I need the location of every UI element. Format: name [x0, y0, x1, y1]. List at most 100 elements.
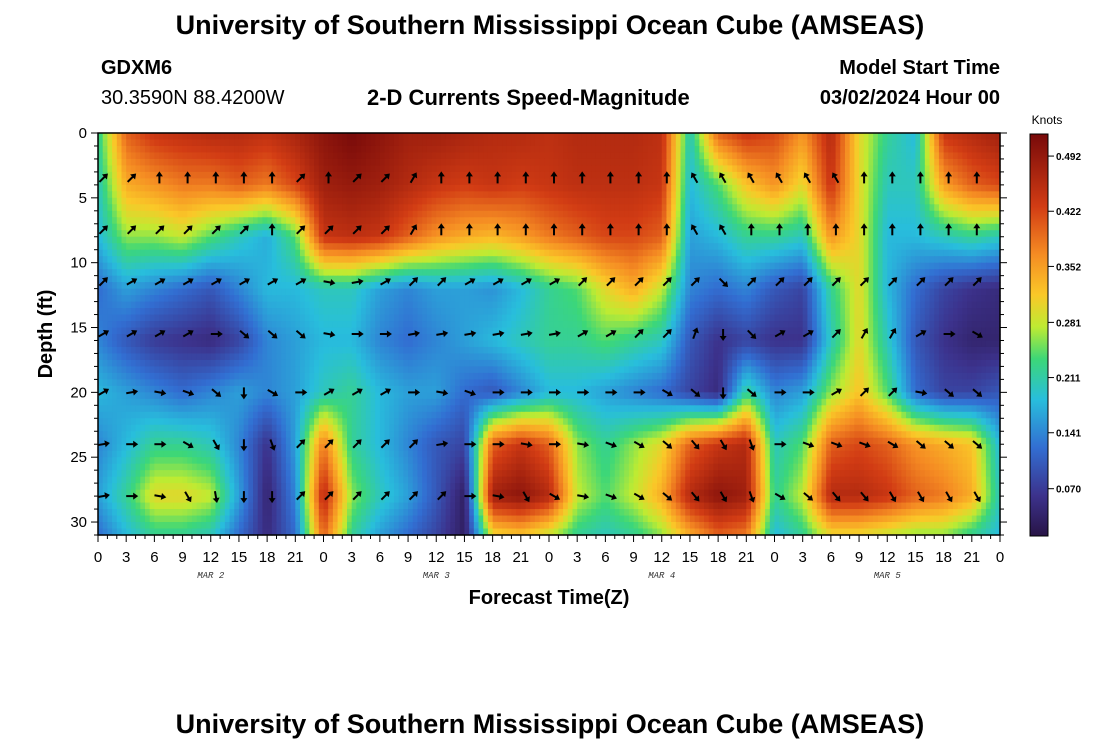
- heatmap-cell: [873, 223, 879, 231]
- heatmap-cell: [337, 275, 343, 283]
- heatmap-cell: [346, 288, 353, 296]
- heatmap-cell: [924, 204, 931, 212]
- heatmap-cell: [741, 249, 747, 257]
- heatmap-cell: [727, 133, 733, 141]
- heatmap-cell: [558, 236, 564, 244]
- heatmap-cell: [736, 217, 743, 225]
- heatmap-cell: [722, 256, 729, 264]
- heatmap-cell: [943, 165, 949, 173]
- heatmap-cell: [478, 243, 484, 251]
- heatmap-cell: [736, 184, 743, 192]
- heatmap-cell: [332, 269, 339, 277]
- heatmap-cell: [516, 210, 522, 218]
- heatmap-cell: [948, 158, 954, 167]
- heatmap-cell: [760, 145, 766, 154]
- heatmap-cell: [572, 243, 578, 251]
- heatmap-cell: [201, 178, 207, 186]
- heatmap-cell: [379, 275, 386, 283]
- heatmap-cell: [393, 165, 400, 173]
- heatmap-cell: [290, 158, 296, 167]
- heatmap-cell: [704, 139, 710, 147]
- heatmap-cell: [882, 204, 888, 212]
- heatmap-cell: [962, 288, 968, 296]
- heatmap-cell: [440, 165, 447, 173]
- heatmap-cell: [478, 249, 484, 257]
- heatmap-cell: [187, 165, 193, 173]
- heatmap-cell: [502, 230, 508, 238]
- heatmap-cell: [934, 139, 940, 147]
- heatmap-cell: [840, 165, 846, 173]
- heatmap-cell: [398, 223, 404, 231]
- heatmap-cell: [906, 223, 912, 231]
- heatmap-cell: [642, 282, 649, 290]
- heatmap-cell: [732, 249, 738, 257]
- heatmap-cell: [868, 243, 874, 251]
- heatmap-cell: [779, 158, 785, 167]
- heatmap-cell: [835, 230, 841, 238]
- heatmap-cell: [450, 230, 456, 238]
- heatmap-cell: [417, 145, 423, 154]
- heatmap-cell: [689, 184, 696, 192]
- heatmap-cell: [487, 256, 494, 264]
- heatmap-cell: [624, 197, 630, 205]
- heatmap-cell: [873, 191, 879, 199]
- heatmap-cell: [163, 249, 170, 257]
- heatmap-cell: [196, 269, 202, 277]
- heatmap-cell: [694, 243, 700, 251]
- heatmap-cell: [600, 249, 606, 257]
- heatmap-cell: [337, 243, 343, 251]
- heatmap-cell: [159, 249, 165, 257]
- heatmap-cell: [234, 217, 240, 225]
- heatmap-cell: [173, 133, 179, 141]
- heatmap-cell: [605, 178, 611, 186]
- heatmap-cell: [431, 295, 437, 303]
- heatmap-cell: [450, 243, 456, 251]
- heatmap-cell: [346, 223, 353, 231]
- heatmap-cell: [661, 165, 668, 173]
- heatmap-cell: [290, 262, 296, 270]
- heatmap-cell: [487, 249, 494, 257]
- heatmap-cell: [647, 197, 653, 205]
- heatmap-cell: [351, 152, 357, 160]
- heatmap-cell: [675, 275, 682, 283]
- heatmap-cell: [619, 217, 625, 225]
- heatmap-cell: [144, 262, 151, 270]
- heatmap-cell: [638, 243, 644, 251]
- heatmap-cell: [318, 197, 325, 205]
- heatmap-cell: [769, 256, 776, 264]
- heatmap-cell: [497, 133, 503, 141]
- heatmap-cell: [159, 230, 165, 238]
- heatmap-cell: [699, 184, 705, 192]
- heatmap-cell: [168, 171, 174, 179]
- heatmap-cell: [206, 256, 212, 264]
- heatmap-cell: [248, 256, 254, 264]
- heatmap-cell: [642, 152, 649, 160]
- heatmap-cell: [802, 288, 808, 296]
- heatmap-cell: [459, 210, 466, 218]
- heatmap-cell: [783, 165, 790, 173]
- heatmap-cell: [713, 275, 719, 283]
- heatmap-cell: [689, 191, 696, 199]
- heatmap-cell: [229, 133, 235, 141]
- heatmap-cell: [450, 133, 456, 141]
- heatmap-cell: [436, 243, 442, 251]
- heatmap-cell: [967, 178, 973, 186]
- heatmap-cell: [243, 158, 249, 167]
- heatmap-cell: [506, 275, 513, 283]
- heatmap-cell: [924, 133, 931, 141]
- heatmap-cell: [149, 243, 155, 251]
- heatmap-cell: [910, 165, 917, 173]
- heatmap-cell: [694, 184, 700, 192]
- heatmap-cell: [459, 178, 466, 186]
- heatmap-cell: [234, 165, 240, 173]
- heatmap-cell: [812, 197, 818, 205]
- heatmap-cell: [431, 269, 437, 277]
- heatmap-cell: [943, 197, 949, 205]
- heatmap-cell: [924, 145, 931, 154]
- heatmap-cell: [638, 145, 644, 154]
- heatmap-cell: [595, 197, 602, 205]
- heatmap-cell: [567, 275, 574, 283]
- heatmap-cell: [384, 191, 390, 199]
- heatmap-cell: [102, 282, 108, 290]
- heatmap-cell: [403, 171, 409, 179]
